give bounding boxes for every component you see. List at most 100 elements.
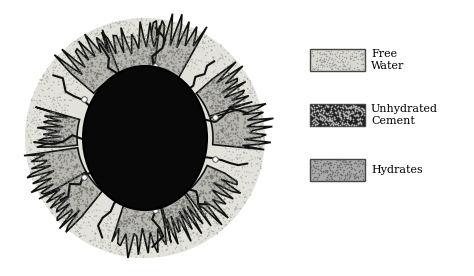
- Point: [235, 87, 242, 91]
- Point: [59, 141, 67, 145]
- Point: [59, 210, 67, 215]
- Point: [80, 53, 87, 58]
- Point: [63, 217, 70, 222]
- Point: [179, 52, 187, 56]
- Point: [67, 159, 74, 164]
- Point: [58, 192, 66, 197]
- Point: [194, 73, 202, 77]
- Point: [72, 182, 80, 186]
- Point: [225, 132, 233, 136]
- Point: [117, 227, 125, 232]
- Point: [105, 43, 112, 47]
- Point: [349, 105, 356, 109]
- Point: [62, 199, 69, 203]
- Point: [55, 196, 63, 201]
- Point: [105, 46, 112, 51]
- Point: [135, 240, 143, 244]
- Point: [73, 173, 80, 177]
- Point: [214, 178, 221, 183]
- Point: [162, 205, 169, 209]
- Point: [59, 176, 66, 180]
- Point: [235, 131, 243, 135]
- Point: [323, 170, 330, 174]
- Point: [224, 82, 231, 87]
- Point: [173, 207, 181, 211]
- Point: [160, 43, 167, 48]
- Point: [149, 22, 157, 27]
- Point: [186, 195, 194, 199]
- Point: [222, 189, 230, 194]
- Point: [175, 27, 182, 32]
- Point: [216, 87, 223, 91]
- Point: [148, 53, 156, 58]
- Point: [123, 219, 131, 224]
- Point: [191, 240, 199, 245]
- Point: [176, 29, 184, 34]
- Point: [346, 112, 354, 116]
- Point: [72, 92, 79, 97]
- Point: [87, 70, 94, 74]
- Point: [79, 46, 86, 50]
- Point: [63, 198, 70, 202]
- Point: [88, 204, 95, 208]
- Point: [135, 235, 143, 239]
- Point: [210, 56, 218, 60]
- Point: [344, 111, 351, 115]
- Point: [26, 110, 33, 115]
- Point: [240, 199, 247, 203]
- Point: [82, 36, 89, 41]
- Point: [119, 232, 127, 236]
- Point: [158, 229, 165, 234]
- Point: [151, 50, 159, 55]
- Point: [215, 139, 222, 144]
- Point: [232, 131, 240, 136]
- Point: [55, 140, 62, 144]
- Point: [210, 81, 218, 86]
- Point: [52, 171, 59, 176]
- Point: [76, 234, 84, 239]
- Point: [217, 84, 224, 89]
- Point: [76, 173, 84, 177]
- Point: [208, 91, 215, 96]
- Point: [215, 201, 223, 205]
- Point: [215, 104, 222, 109]
- Point: [59, 216, 67, 221]
- Point: [213, 230, 221, 235]
- Point: [192, 59, 200, 63]
- Point: [250, 134, 258, 139]
- Point: [356, 105, 363, 109]
- Point: [251, 123, 258, 127]
- Point: [172, 229, 179, 233]
- Point: [118, 59, 125, 64]
- Point: [343, 173, 351, 177]
- Point: [241, 105, 248, 110]
- Point: [90, 188, 97, 193]
- Point: [221, 68, 228, 72]
- Point: [122, 57, 130, 61]
- Point: [69, 44, 77, 48]
- Point: [328, 121, 336, 125]
- Point: [39, 174, 46, 178]
- Point: [190, 38, 198, 43]
- Point: [93, 190, 100, 194]
- Point: [79, 48, 86, 52]
- Point: [215, 209, 223, 213]
- Point: [73, 52, 81, 57]
- Point: [131, 51, 138, 55]
- Point: [219, 90, 226, 94]
- Point: [254, 138, 261, 142]
- Point: [151, 40, 158, 44]
- Point: [71, 91, 79, 95]
- Point: [184, 198, 192, 202]
- Point: [168, 230, 175, 234]
- Point: [85, 62, 93, 67]
- Point: [64, 73, 72, 77]
- Point: [164, 203, 172, 208]
- Point: [214, 71, 221, 76]
- Point: [28, 97, 36, 101]
- Point: [335, 56, 343, 60]
- Point: [192, 211, 200, 216]
- Point: [222, 103, 229, 108]
- Point: [177, 238, 185, 243]
- Point: [119, 217, 127, 222]
